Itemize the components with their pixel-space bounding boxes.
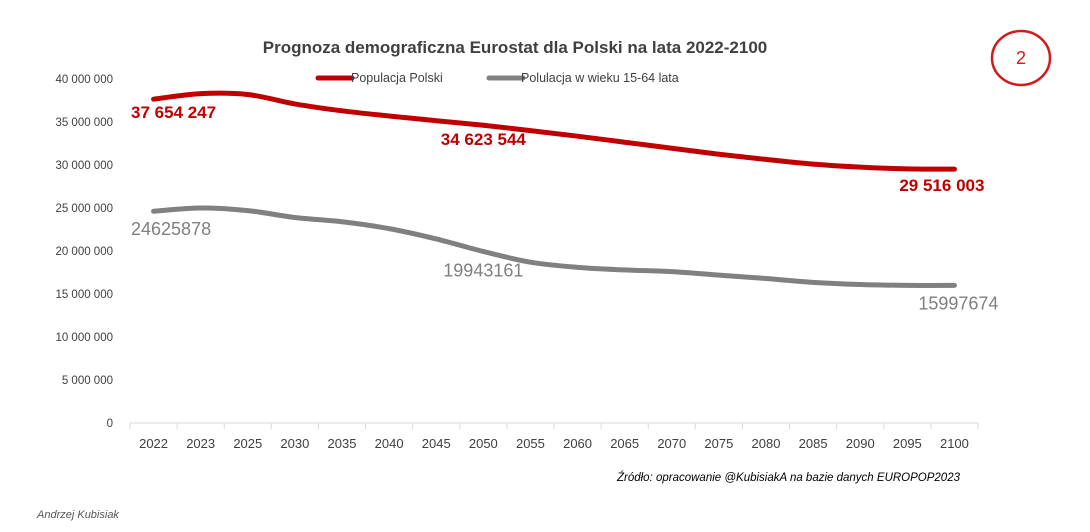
x-tick-label: 2035 [328,436,357,451]
author-caption: Andrzej Kubisiak [37,509,119,521]
y-tick-label: 15 000 000 [55,289,113,301]
data-label-15-64: 15997674 [918,293,998,313]
x-tick-label: 2070 [657,436,686,451]
x-tick-label: 2055 [516,436,545,451]
data-label-populacja: 34 623 544 [441,130,527,149]
x-tick-label: 2065 [610,436,639,451]
x-tick-label: 2045 [422,436,451,451]
y-tick-label: 5 000 000 [62,375,113,387]
y-tick-label: 20 000 000 [55,246,113,258]
data-label-15-64: 24625878 [131,219,211,239]
x-axis: 2022 2023 2025 2030 2035 2040 2045 2050 2055 2060… [129,422,979,451]
y-tick-label: 25 000 000 [55,203,113,215]
series-line-populacja [151,90,957,172]
x-tick-label: 2030 [280,436,309,451]
x-tick-label: 2090 [846,436,875,451]
legend: Populacja Polski Polulacja w wieku 15-64… [315,71,679,85]
y-tick-label: 35 000 000 [55,117,113,129]
chart-title: Prognoza demograficzna Eurostat dla Pols… [263,38,768,57]
y-tick-label: 0 [107,418,113,430]
data-labels: 37 654 247 34 623 544 29 516 003 24625878 19… [131,103,998,313]
legend-label-populacja: Populacja Polski [351,71,443,85]
data-label-populacja: 29 516 003 [899,176,984,195]
source-note: Źródło: opracowanie @KubisiakA na bazie … [616,471,961,484]
page-number-badge: 2 [990,29,1052,87]
y-tick-label: 10 000 000 [55,332,113,344]
y-tick-label: 40 000 000 [55,74,113,86]
x-tick-label: 2040 [375,436,404,451]
x-tick-label: 2085 [799,436,828,451]
x-tick-label: 2095 [893,436,922,451]
data-label-populacja: 37 654 247 [131,103,216,122]
x-tick-label: 2060 [563,436,592,451]
x-tick-label: 2080 [752,436,781,451]
x-tick-label: 2050 [469,436,498,451]
x-tick-label: 2025 [233,436,262,451]
series-lines [151,90,957,288]
x-tick-label: 2023 [186,436,215,451]
badge-label: 2 [1016,48,1026,68]
legend-label-15-64: Polulacja w wieku 15-64 lata [521,71,679,85]
x-tick-label: 2100 [940,436,969,451]
y-tick-label: 30 000 000 [55,160,113,172]
x-tick-label: 2022 [139,436,168,451]
series-line-15-64 [151,205,957,288]
y-axis: 0 5 000 000 10 000 000 15 000 000 20 000 000… [55,74,113,430]
x-tick-label: 2075 [704,436,733,451]
data-label-15-64: 19943161 [443,260,523,280]
